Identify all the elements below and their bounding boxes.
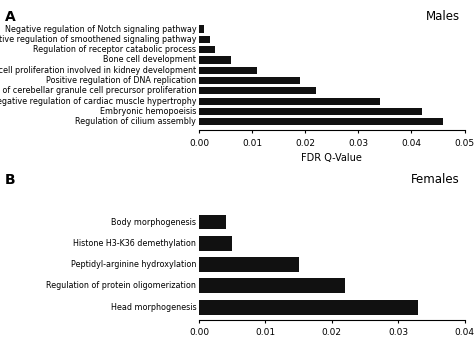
Bar: [199, 215, 226, 230]
Bar: [199, 98, 380, 105]
Bar: [199, 26, 204, 33]
Bar: [199, 87, 316, 95]
Bar: [199, 77, 300, 84]
Bar: [199, 118, 443, 125]
Bar: [199, 236, 232, 251]
Bar: [199, 300, 418, 315]
Text: Males: Males: [426, 10, 460, 23]
Bar: [199, 36, 210, 43]
Bar: [199, 67, 257, 74]
Bar: [199, 46, 215, 53]
Bar: [199, 278, 345, 293]
Bar: [199, 56, 231, 64]
Text: Females: Females: [411, 173, 460, 186]
X-axis label: FDR Q-Value: FDR Q-Value: [301, 153, 362, 163]
Text: B: B: [5, 173, 15, 187]
Bar: [199, 257, 299, 272]
Text: A: A: [5, 10, 16, 24]
Bar: [199, 108, 422, 115]
